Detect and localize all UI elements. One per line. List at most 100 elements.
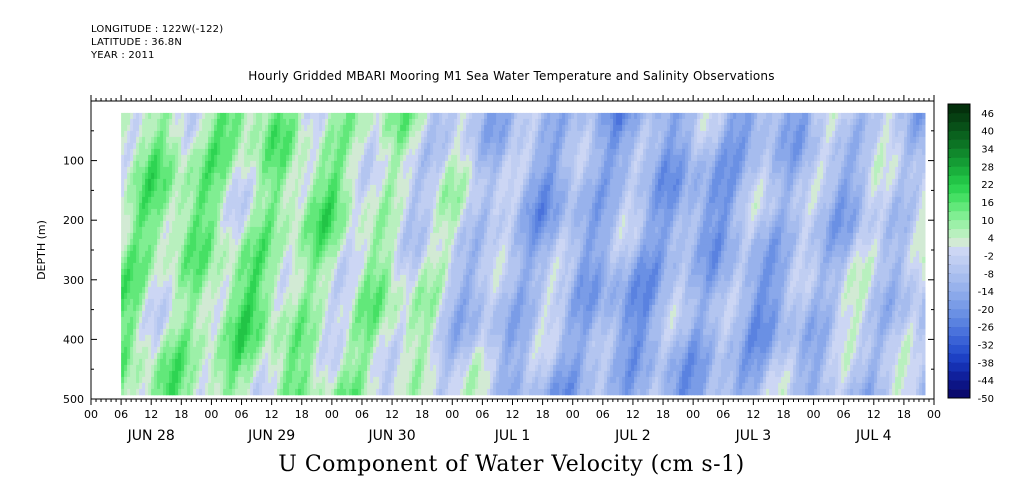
heatmap-cell (253, 250, 257, 258)
heatmap-cell (265, 130, 269, 138)
heatmap-cell (295, 370, 299, 378)
heatmap-cell (271, 352, 275, 360)
heatmap-cell (235, 154, 239, 162)
heatmap-cell (292, 130, 296, 138)
heatmap-cell (277, 298, 281, 306)
heatmap-cell (151, 130, 155, 138)
heatmap-cell (277, 232, 281, 240)
heatmap-cell (121, 142, 125, 150)
heatmap-cell (271, 334, 275, 342)
heatmap-cell (166, 346, 170, 354)
heatmap-cell (391, 250, 395, 258)
heatmap-cell (349, 334, 353, 342)
heatmap-cell (334, 196, 338, 204)
heatmap-cell (268, 304, 272, 312)
heatmap-cell (436, 340, 440, 348)
heatmap-cell (133, 148, 137, 156)
heatmap-cell (163, 118, 167, 126)
heatmap-cell (172, 268, 176, 276)
heatmap-cell (187, 130, 191, 138)
heatmap-cell (151, 226, 155, 234)
heatmap-cell (175, 310, 179, 318)
heatmap-cell (226, 286, 230, 294)
heatmap-cell (214, 154, 218, 162)
heatmap-cell (298, 112, 302, 120)
heatmap-cell (340, 178, 344, 186)
heatmap-cell (145, 118, 149, 126)
heatmap-cell (139, 172, 143, 180)
heatmap-cell (172, 364, 176, 372)
heatmap-cell (289, 178, 293, 186)
heatmap-cell (400, 316, 404, 324)
heatmap-cell (421, 376, 425, 384)
heatmap-cell (223, 298, 227, 306)
heatmap-cell (439, 142, 443, 150)
heatmap-cell (160, 376, 164, 384)
heatmap-cell (295, 178, 299, 186)
heatmap-cell (385, 388, 389, 396)
heatmap-cell (319, 310, 323, 318)
heatmap-cell (235, 214, 239, 222)
heatmap-cell (277, 346, 281, 354)
heatmap-cell (241, 322, 245, 330)
heatmap-cell (223, 118, 227, 126)
heatmap-cell (436, 322, 440, 330)
heatmap-cell (232, 256, 236, 264)
heatmap-cell (373, 340, 377, 348)
heatmap-cell (142, 298, 146, 306)
heatmap-cell (217, 310, 221, 318)
heatmap-cell (196, 232, 200, 240)
heatmap-cell (316, 298, 320, 306)
heatmap-cell (361, 196, 365, 204)
heatmap-cell (208, 322, 212, 330)
heatmap-cell (241, 160, 245, 168)
heatmap-cell (394, 172, 398, 180)
heatmap-cell (418, 178, 422, 186)
heatmap-cell (160, 364, 164, 372)
heatmap-cell (232, 298, 236, 306)
heatmap-cell (352, 172, 356, 180)
heatmap-cell (229, 316, 233, 324)
heatmap-cell (190, 184, 194, 192)
heatmap-cell (205, 214, 209, 222)
heatmap-cell (238, 112, 242, 120)
heatmap-cell (301, 214, 305, 222)
heatmap-cell (319, 160, 323, 168)
heatmap-cell (352, 244, 356, 252)
heatmap-cell (331, 148, 335, 156)
heatmap-cell (430, 298, 434, 306)
heatmap-cell (436, 298, 440, 306)
heatmap-cell (259, 190, 263, 198)
heatmap-cell (307, 376, 311, 384)
heatmap-cell (163, 160, 167, 168)
heatmap-cell (199, 226, 203, 234)
heatmap-cell (376, 286, 380, 294)
heatmap-cell (283, 358, 287, 366)
heatmap-cell (313, 346, 317, 354)
heatmap-cell (268, 382, 272, 390)
heatmap-cell (304, 388, 308, 396)
heatmap-cell (430, 142, 434, 150)
heatmap-cell (175, 220, 179, 228)
heatmap-cell (184, 172, 188, 180)
heatmap-cell (385, 304, 389, 312)
heatmap-cell (193, 364, 197, 372)
heatmap-cell (196, 172, 200, 180)
heatmap-cell (418, 262, 422, 270)
heatmap-cell (307, 160, 311, 168)
heatmap-cell (259, 112, 263, 120)
heatmap-cell (331, 298, 335, 306)
heatmap-cell (172, 148, 176, 156)
heatmap-cell (268, 202, 272, 210)
heatmap-cell (289, 376, 293, 384)
heatmap-cell (322, 184, 326, 192)
heatmap-cell (175, 202, 179, 210)
heatmap-cell (196, 112, 200, 120)
heatmap-cell (238, 130, 242, 138)
heatmap-cell (268, 352, 272, 360)
heatmap-cell (169, 238, 173, 246)
heatmap-cell (181, 220, 185, 228)
heatmap-cell (340, 268, 344, 276)
heatmap-cell (367, 274, 371, 282)
heatmap-cell (217, 256, 221, 264)
